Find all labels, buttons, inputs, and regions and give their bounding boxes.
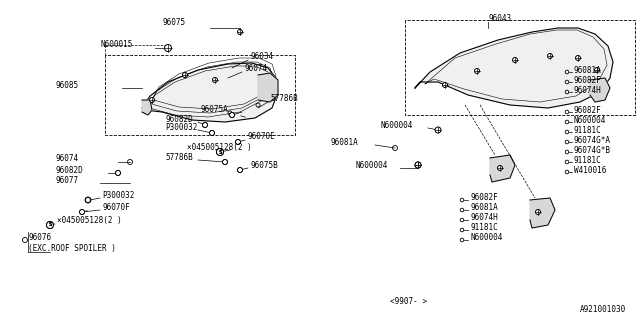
Text: 91181C: 91181C — [574, 125, 602, 134]
Text: P300032: P300032 — [102, 190, 134, 199]
Circle shape — [237, 29, 243, 35]
Text: 96082D: 96082D — [165, 115, 193, 124]
Circle shape — [237, 167, 243, 172]
Text: 57786B: 57786B — [165, 153, 193, 162]
Text: 96070F: 96070F — [102, 203, 130, 212]
Text: S: S — [218, 149, 221, 155]
Circle shape — [216, 148, 223, 156]
Text: 96075B: 96075B — [250, 161, 278, 170]
Text: N600015: N600015 — [100, 39, 132, 49]
Text: 96034: 96034 — [250, 52, 273, 60]
Text: 57786B: 57786B — [270, 93, 298, 102]
Text: 96043: 96043 — [488, 13, 511, 22]
Text: N600004: N600004 — [574, 116, 606, 124]
Text: 91181C: 91181C — [574, 156, 602, 164]
Polygon shape — [590, 78, 610, 102]
Text: N600004: N600004 — [470, 234, 502, 243]
Text: 96075A: 96075A — [200, 105, 228, 114]
Text: 96082F: 96082F — [574, 76, 602, 84]
Circle shape — [236, 140, 241, 145]
Text: 96081A: 96081A — [470, 204, 498, 212]
Circle shape — [150, 98, 154, 102]
Circle shape — [513, 58, 518, 62]
Circle shape — [79, 210, 84, 214]
Polygon shape — [490, 155, 515, 182]
Text: 96076: 96076 — [28, 233, 51, 242]
Text: 91181C: 91181C — [470, 223, 498, 233]
Text: (EXC.ROOF SPOILER ): (EXC.ROOF SPOILER ) — [28, 244, 116, 252]
Text: N600004: N600004 — [380, 121, 412, 130]
Circle shape — [474, 68, 479, 74]
Polygon shape — [142, 63, 278, 122]
Circle shape — [415, 162, 421, 168]
Polygon shape — [142, 100, 152, 115]
Text: S: S — [48, 222, 52, 228]
Circle shape — [415, 162, 421, 168]
Circle shape — [182, 73, 188, 77]
Circle shape — [442, 83, 447, 87]
Circle shape — [223, 159, 227, 164]
Text: S: S — [218, 149, 221, 155]
Text: ×045005128(2 ): ×045005128(2 ) — [57, 217, 122, 226]
Circle shape — [212, 77, 218, 83]
Text: 96074H: 96074H — [574, 85, 602, 94]
Text: 96077: 96077 — [55, 175, 78, 185]
Text: 96074G*B: 96074G*B — [574, 146, 611, 155]
Circle shape — [216, 148, 223, 156]
Text: 96081A: 96081A — [330, 138, 358, 147]
Text: 96085: 96085 — [55, 81, 78, 90]
Text: 96081A: 96081A — [574, 66, 602, 75]
Circle shape — [230, 113, 234, 117]
Text: 96074: 96074 — [244, 63, 267, 73]
Circle shape — [547, 53, 552, 59]
Circle shape — [164, 44, 172, 52]
Circle shape — [202, 123, 207, 127]
Circle shape — [575, 55, 580, 60]
Circle shape — [497, 165, 502, 171]
Text: 96082F: 96082F — [470, 194, 498, 203]
Polygon shape — [258, 73, 278, 102]
Text: 96070E: 96070E — [247, 132, 275, 140]
Polygon shape — [530, 198, 555, 228]
Text: 96082D: 96082D — [55, 165, 83, 174]
Circle shape — [435, 127, 441, 133]
Text: ×045005128(2 ): ×045005128(2 ) — [187, 142, 252, 151]
Text: N600004: N600004 — [355, 161, 387, 170]
Text: <9907- >: <9907- > — [390, 298, 427, 307]
Text: W410016: W410016 — [574, 165, 606, 174]
Circle shape — [115, 171, 120, 175]
Text: P300032: P300032 — [165, 123, 197, 132]
Circle shape — [47, 221, 54, 228]
Text: 96074H: 96074H — [470, 213, 498, 222]
Circle shape — [47, 221, 54, 228]
Text: 96082F: 96082F — [574, 106, 602, 115]
Circle shape — [536, 210, 541, 214]
Text: 96075: 96075 — [162, 18, 185, 27]
Text: 96074: 96074 — [55, 154, 78, 163]
Circle shape — [595, 68, 600, 73]
Text: 96074G*A: 96074G*A — [574, 135, 611, 145]
Text: S: S — [48, 222, 52, 228]
Polygon shape — [415, 28, 613, 108]
Circle shape — [209, 131, 214, 135]
Text: A921001030: A921001030 — [580, 306, 627, 315]
